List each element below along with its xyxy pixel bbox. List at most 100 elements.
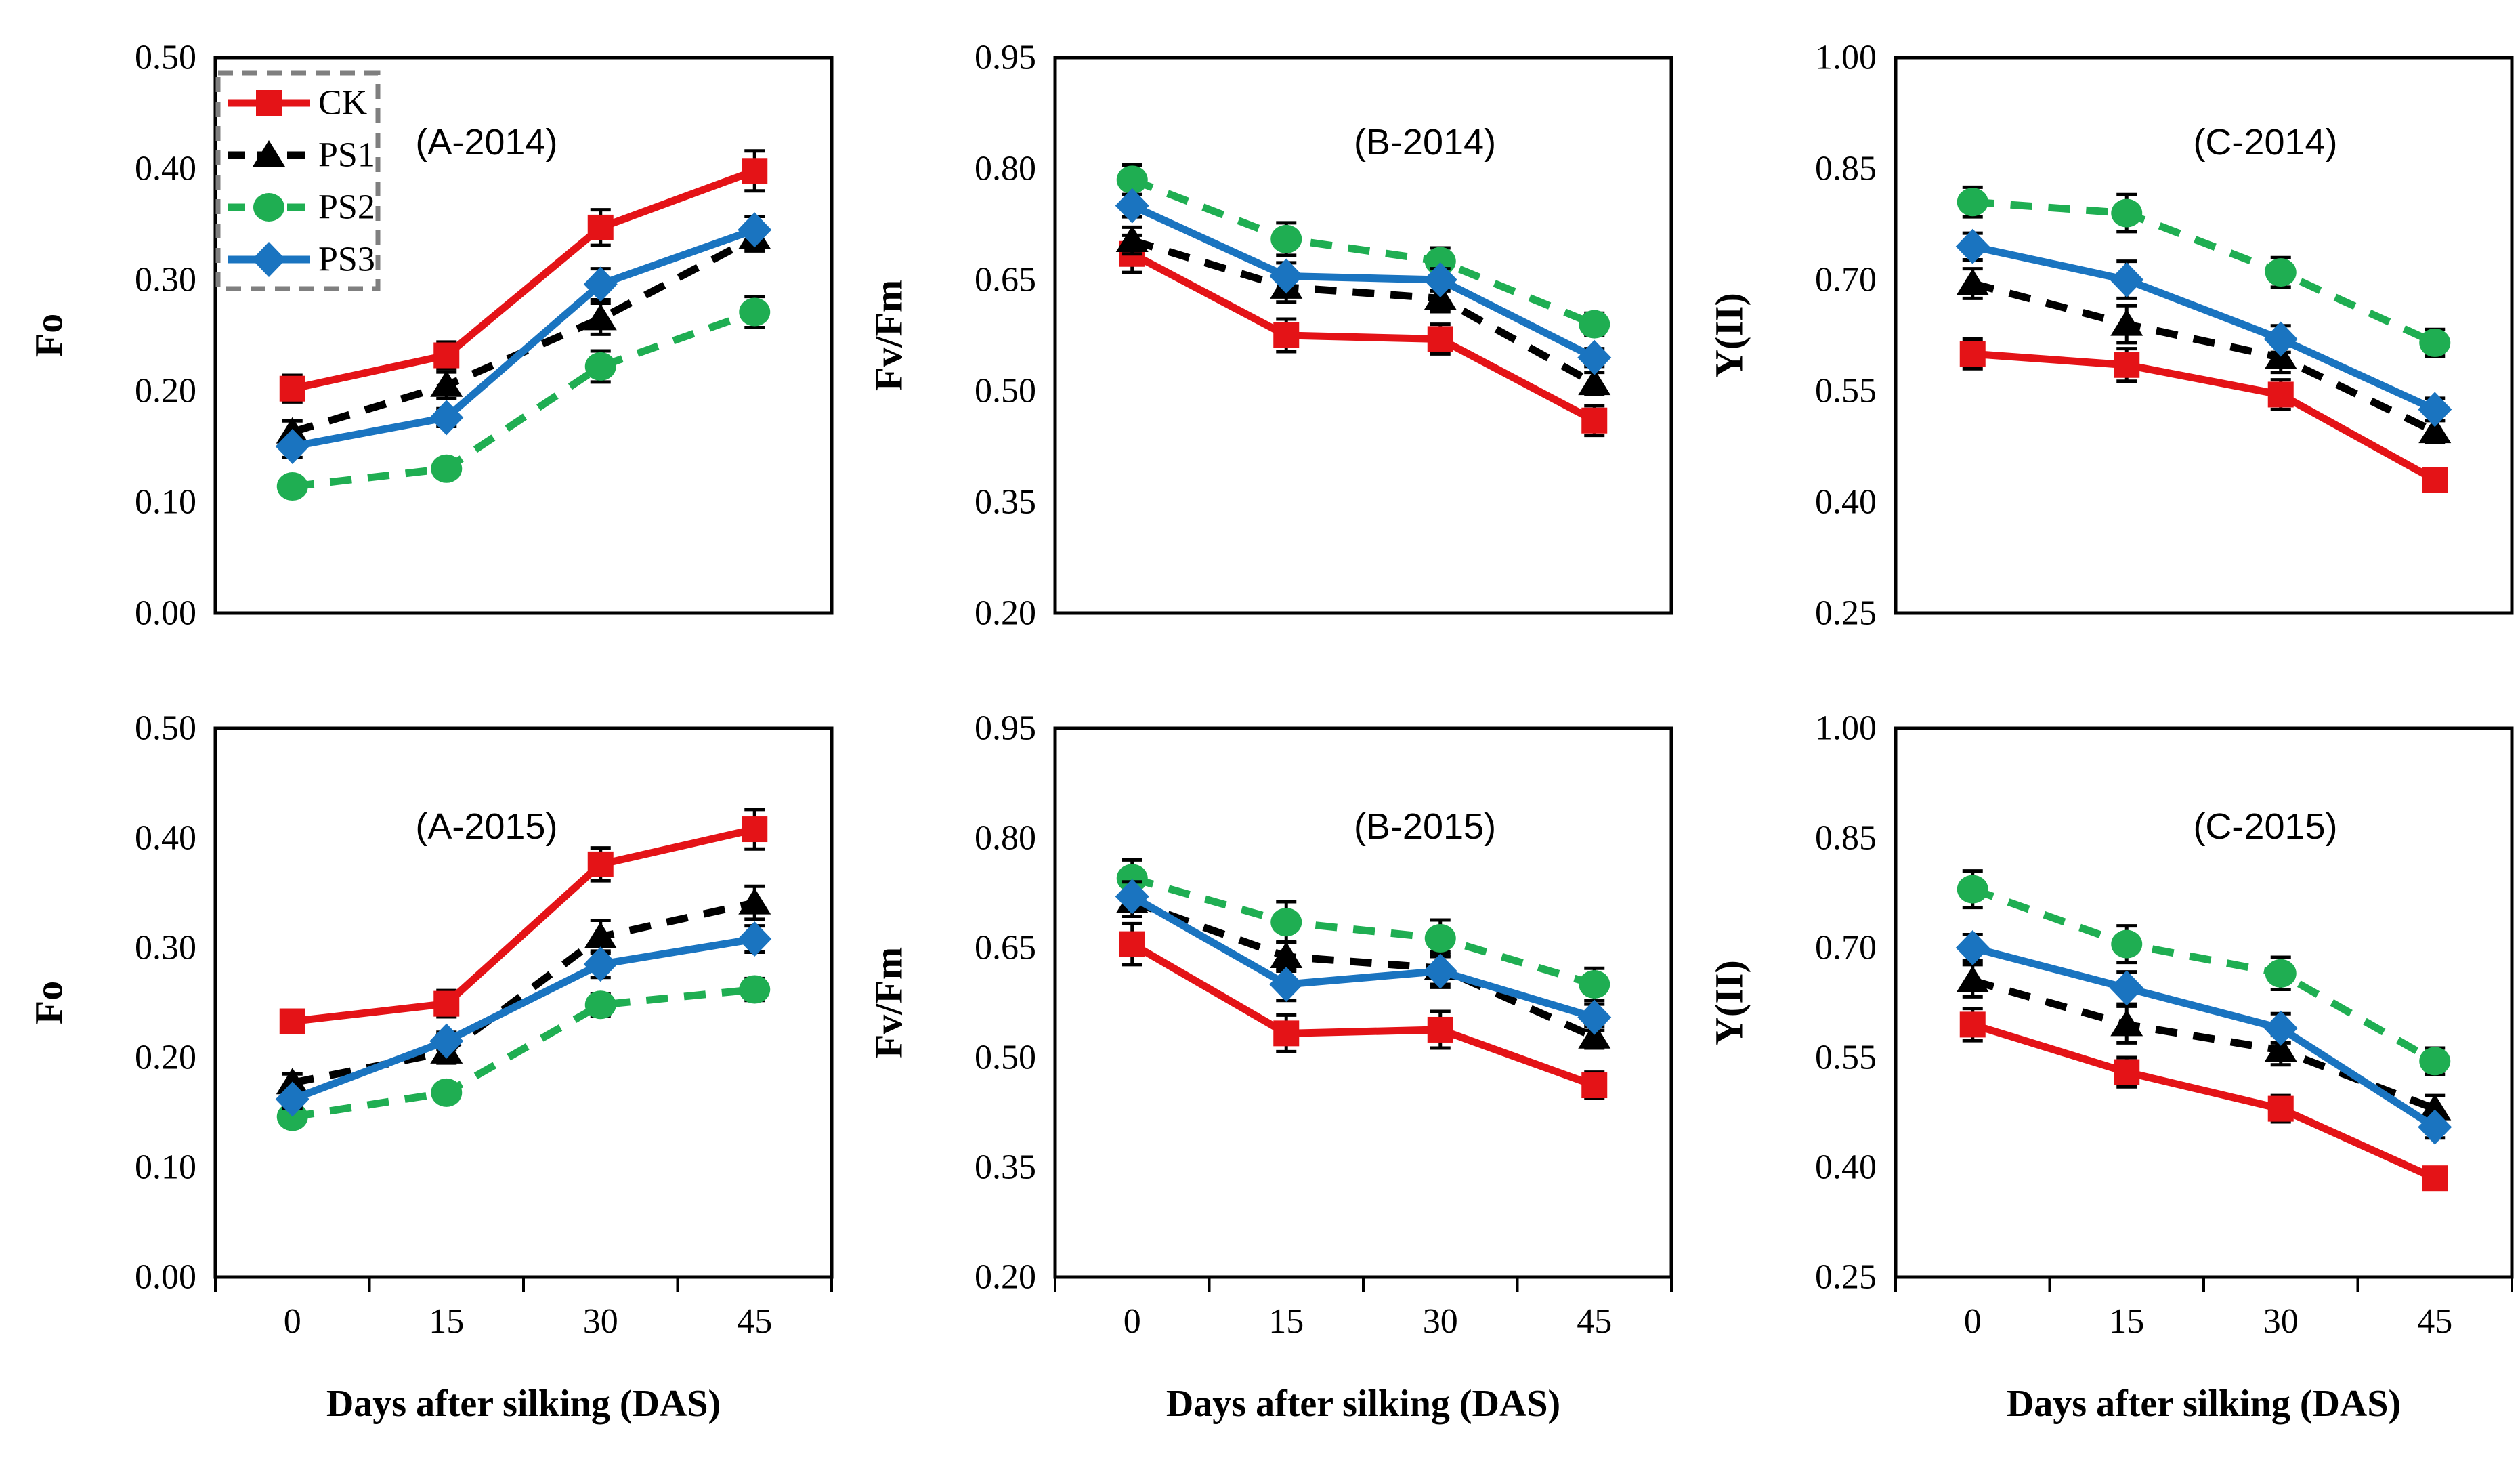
- x-tick-label: 45: [737, 1302, 772, 1341]
- series-ps2: [1957, 869, 2451, 1076]
- y-axis-label: Y(II): [1707, 960, 1751, 1045]
- x-tick-label: 45: [2417, 1302, 2452, 1341]
- series-ps3-marker: [1577, 999, 1612, 1035]
- series-ps3-marker: [1955, 930, 1990, 965]
- series-ps2-line: [292, 308, 756, 490]
- series-ps3-line: [1971, 243, 2437, 413]
- y-tick-label: 0.40: [135, 819, 196, 858]
- series-ps2-line: [1972, 198, 2437, 346]
- y-tick-label: 0.40: [135, 150, 196, 188]
- series-ck: [1119, 233, 1608, 438]
- legend-item-ps3: PS3: [228, 240, 375, 279]
- series-ps3-marker: [1423, 262, 1457, 297]
- y-tick-label: 0.85: [1815, 150, 1877, 188]
- y-tick-label: 0.65: [975, 261, 1036, 299]
- y-axis-label: Fo: [27, 981, 71, 1024]
- panel-title: (A-2014): [415, 122, 557, 163]
- series-ps3-marker: [1269, 967, 1304, 1002]
- series-ck-marker: [742, 816, 768, 843]
- ps2-legend-marker: [253, 193, 284, 222]
- series-ps3-marker: [1955, 228, 1990, 264]
- series-ck-marker: [1273, 1020, 1300, 1047]
- series-ps2-marker: [1116, 864, 1148, 893]
- series-ps3-marker: [429, 400, 464, 436]
- series-ps2: [1116, 163, 1610, 339]
- series-ps3-marker: [275, 429, 309, 464]
- series-ps1-marker: [584, 921, 617, 948]
- x-tick-label: 0: [284, 1302, 301, 1341]
- y-tick-label: 0.80: [975, 150, 1036, 188]
- legend-border: [215, 70, 381, 291]
- panel-title: (B-2015): [1354, 806, 1496, 847]
- series-ps1-marker: [1578, 1022, 1611, 1049]
- y-tick-label: 0.00: [135, 1258, 196, 1297]
- series-ps3-line: [1130, 202, 1596, 361]
- y-tick-label: 0.20: [975, 1258, 1036, 1297]
- series-ck-marker: [1581, 407, 1608, 434]
- series-ps3: [1955, 228, 2452, 427]
- plot-frame: [213, 56, 834, 615]
- x-tick-label: 45: [1577, 1302, 1612, 1341]
- series-ps2-marker: [2265, 258, 2297, 287]
- ck-legend-marker: [256, 90, 282, 116]
- series-ps1-line: [1130, 898, 1596, 1041]
- y-tick-label: 0.50: [975, 1039, 1036, 1077]
- series-ps2-marker: [431, 454, 463, 483]
- series-ck-marker: [2267, 1095, 2294, 1122]
- series-ps2-marker: [2419, 328, 2451, 357]
- x-tick-label: 30: [583, 1302, 618, 1341]
- series-ps1-marker: [276, 1068, 309, 1095]
- series-ps2-marker: [2265, 959, 2297, 988]
- series-ck-marker: [1119, 931, 1145, 957]
- x-axis-label: Days after silking (DAS): [326, 1383, 721, 1425]
- x-axis-label: Days after silking (DAS): [2007, 1383, 2401, 1425]
- series-ps3: [275, 212, 772, 464]
- series-ps2-marker: [276, 472, 308, 501]
- y-axis-label: Fv/Fm: [867, 280, 911, 391]
- series-ps2: [276, 975, 771, 1131]
- series-ps3-line: [1971, 944, 2437, 1131]
- series-ps1-marker: [1578, 369, 1611, 396]
- series-ps1-marker: [2264, 1035, 2297, 1062]
- series-ps1-marker: [2418, 417, 2452, 444]
- y-tick-label: 1.00: [1815, 39, 1877, 77]
- x-tick-label: 15: [429, 1302, 464, 1341]
- legend-item-ps2: PS2: [228, 188, 375, 227]
- series-ps1: [1115, 885, 1611, 1050]
- series-ck-marker: [1427, 1016, 1453, 1043]
- series-ps3-marker: [583, 266, 618, 302]
- series-ps3-marker: [2110, 262, 2144, 297]
- series-ps2-marker: [431, 1078, 463, 1107]
- y-tick-label: 0.25: [1815, 1258, 1877, 1297]
- y-tick-label: 0.35: [975, 483, 1036, 522]
- y-tick-label: 0.40: [1815, 1148, 1877, 1187]
- series-ck-marker: [2114, 1059, 2140, 1085]
- series-ps3: [275, 921, 772, 1117]
- y-tick-label: 0.25: [1815, 594, 1877, 633]
- y-tick-label: 0.70: [1815, 929, 1877, 967]
- series-ps3-line: [1130, 893, 1596, 1021]
- y-tick-label: 0.20: [135, 372, 196, 411]
- series-ps2-marker: [1270, 908, 1302, 937]
- series-ck-marker: [433, 990, 460, 1017]
- series-ck-line: [291, 167, 756, 393]
- series-ps2-marker: [1579, 310, 1610, 339]
- y-tick-label: 0.55: [1815, 372, 1877, 411]
- series-ps2-marker: [2419, 1047, 2451, 1076]
- series-ck-line: [292, 825, 756, 1026]
- series-ps3-marker: [2263, 321, 2298, 357]
- series-ps3-marker: [1115, 879, 1149, 915]
- series-ps3-marker: [429, 1023, 464, 1059]
- x-axis-label: Days after silking (DAS): [1166, 1383, 1560, 1425]
- series-ck: [1119, 921, 1608, 1100]
- series-ps1-marker: [1270, 941, 1303, 968]
- series-ps2: [1957, 185, 2451, 358]
- y-axis-label: Fv/Fm: [867, 947, 911, 1058]
- panel-a-2014-chart: 0.00 0.10 0.20 0.30 0.40 0.50 Fo (A-2014) CK PS1 P…: [27, 39, 834, 633]
- legend-item-ps1: PS1: [228, 136, 375, 175]
- series-ps2-marker: [584, 990, 616, 1020]
- series-ck-marker: [279, 375, 305, 402]
- series-ps2-marker: [1957, 875, 1988, 904]
- series-ck-marker: [742, 158, 768, 184]
- panel-title: (C-2015): [2193, 806, 2337, 847]
